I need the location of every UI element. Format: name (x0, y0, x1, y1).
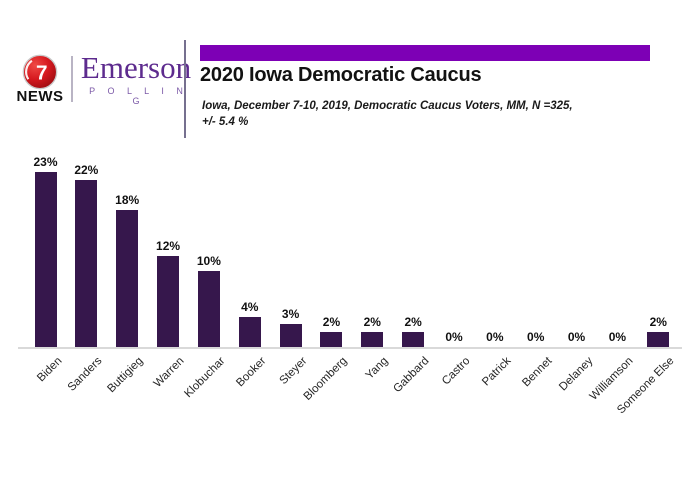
bar-value-label: 2% (404, 315, 422, 329)
category-label: Someone Else (615, 355, 677, 417)
logo-block: 7 NEWS Emerson P O L L I N G (12, 52, 192, 114)
category-label: Buttigieg (105, 355, 146, 396)
bar-value-label: 0% (567, 330, 586, 344)
category-label: Klobuchar (182, 355, 228, 401)
subtitle-line1: Iowa, December 7-10, 2019, Democratic Ca… (202, 100, 573, 112)
chart-subtitle: Iowa, December 7-10, 2019, Democratic Ca… (202, 98, 573, 130)
bar-value-label: 2% (322, 315, 341, 329)
svg-text:7: 7 (36, 62, 48, 85)
bar-value-label: 2% (363, 315, 381, 329)
category-label: Warren (151, 355, 187, 390)
bar-value-label: 0% (608, 330, 627, 344)
vertical-divider (184, 40, 186, 138)
bar (279, 324, 302, 347)
bar-value-label: 18% (115, 193, 140, 207)
bar-value-label: 23% (33, 155, 58, 169)
bar (75, 180, 98, 347)
bar (238, 317, 261, 347)
logo-separator (71, 56, 73, 102)
channel7-circle-icon: 7 (22, 54, 58, 90)
subtitle-line2: +/- 5.4 % (202, 116, 249, 128)
channel7-news-logo: 7 NEWS (14, 54, 66, 105)
bar (361, 332, 384, 347)
category-label: Patrick (479, 355, 514, 389)
x-axis-line (18, 347, 682, 349)
emerson-polling-logo: Emerson P O L L I N G (76, 50, 196, 107)
bar (157, 256, 180, 347)
bar (34, 172, 57, 347)
polling-wordmark: P O L L I N G (89, 86, 188, 106)
header: 7 NEWS Emerson P O L L I N G 2020 Iowa D… (0, 0, 690, 140)
bar (116, 210, 139, 347)
bar-value-label: 4% (241, 300, 259, 314)
purple-banner (200, 45, 650, 61)
bar-value-label: 2% (649, 315, 667, 329)
bar (402, 332, 425, 347)
news-wordmark: NEWS (16, 88, 64, 105)
category-label: Yang (363, 355, 391, 382)
category-label: Bennet (519, 355, 555, 390)
bar-value-label: 12% (156, 239, 181, 253)
category-label: Castro (440, 355, 473, 388)
category-label: Gabbard (391, 355, 432, 396)
bar (320, 332, 343, 347)
page-title: 2020 Iowa Democratic Caucus (200, 64, 482, 86)
emerson-wordmark: Emerson (80, 50, 192, 85)
bar-value-label: 3% (281, 307, 300, 321)
bar-value-label: 0% (486, 330, 504, 344)
bar-value-label: 0% (445, 330, 463, 344)
bar-value-label: 22% (74, 163, 99, 177)
bar (197, 271, 220, 347)
category-label: Booker (233, 355, 269, 390)
bar-value-label: 10% (196, 254, 221, 268)
bar (647, 332, 670, 347)
bar-value-label: 0% (527, 330, 545, 344)
